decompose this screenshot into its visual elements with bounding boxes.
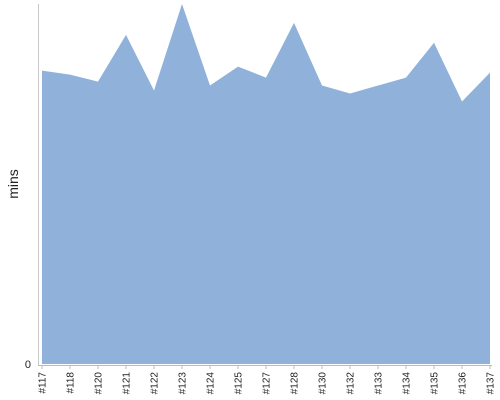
plot-area: [42, 4, 490, 364]
x-tick-label: #117: [38, 372, 49, 394]
x-tick-label: #121: [122, 372, 133, 395]
x-tick-label: #135: [430, 372, 441, 395]
x-tick-label: #128: [290, 372, 301, 395]
x-tick-label: #137: [486, 372, 497, 395]
x-tick-label: #133: [374, 372, 385, 395]
x-tick-label: #122: [150, 372, 161, 395]
x-tick-label: #123: [178, 372, 189, 395]
x-tick-label: #118: [66, 372, 77, 394]
y-axis-title: mins: [5, 169, 21, 199]
x-tick-label: #125: [234, 372, 245, 395]
y-tick-label: 0: [25, 359, 31, 371]
x-tick-label: #127: [262, 372, 273, 395]
x-axis-ticks: #117 #118 #120 #121 #122 #123 #124 #125 #127 #128…: [38, 365, 497, 394]
x-tick-label: #130: [318, 372, 329, 395]
area-series: [42, 4, 490, 364]
x-tick-label: #124: [206, 372, 217, 395]
x-tick-label: #120: [94, 372, 105, 395]
x-tick-label: #132: [346, 372, 357, 395]
x-tick-label: #134: [402, 372, 413, 395]
x-tick-label: #136: [458, 372, 469, 395]
